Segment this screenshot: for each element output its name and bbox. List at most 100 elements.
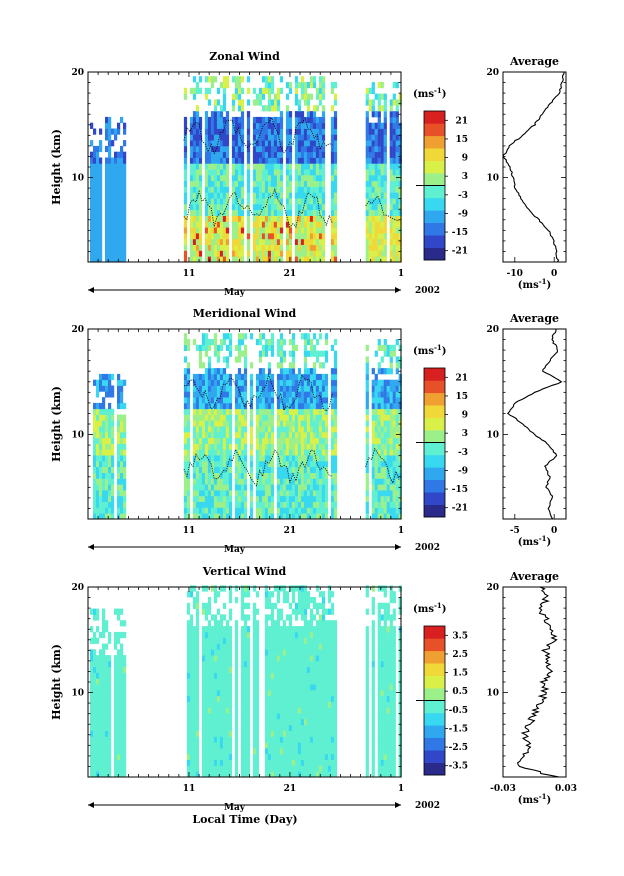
heatmap-cell bbox=[117, 490, 121, 497]
heatmap-cell bbox=[225, 180, 230, 187]
heatmap-cell bbox=[255, 397, 260, 404]
heatmap-cell bbox=[261, 169, 266, 176]
heatmap-cell bbox=[183, 93, 188, 100]
heatmap-cell bbox=[297, 233, 302, 240]
heatmap-cell bbox=[267, 122, 272, 129]
heatmap-cell bbox=[252, 163, 257, 170]
heatmap-cell bbox=[204, 490, 209, 497]
heatmap-cell bbox=[234, 626, 239, 633]
heatmap-cell bbox=[240, 513, 245, 520]
colorbar-tick-label: 9 bbox=[462, 411, 468, 421]
heatmap-cell bbox=[90, 192, 94, 199]
heatmap-cell bbox=[237, 93, 242, 100]
heatmap-cell bbox=[228, 513, 233, 520]
heatmap-cell bbox=[279, 128, 284, 135]
heatmap-cell bbox=[189, 730, 194, 737]
heatmap-cell bbox=[213, 501, 218, 508]
heatmap-cell bbox=[398, 449, 402, 456]
heatmap-cell bbox=[276, 339, 281, 346]
heatmap-cell bbox=[380, 169, 384, 176]
heatmap-cell bbox=[270, 373, 275, 381]
heatmap-cell bbox=[285, 128, 290, 135]
heatmap-cell bbox=[309, 507, 314, 514]
heatmap-cell bbox=[255, 437, 260, 444]
heatmap-cell bbox=[90, 649, 94, 656]
heatmap-cell bbox=[240, 742, 245, 749]
heatmap-cell bbox=[374, 203, 378, 211]
heatmap-cell bbox=[377, 99, 381, 106]
heatmap-cell bbox=[246, 713, 251, 720]
heatmap-cell bbox=[312, 198, 317, 205]
heatmap-cell bbox=[213, 666, 218, 673]
heatmap-cell bbox=[377, 233, 381, 240]
heatmap-cell bbox=[198, 402, 203, 410]
heatmap-cell bbox=[210, 713, 215, 720]
heatmap-cell bbox=[183, 244, 188, 251]
heatmap-cell bbox=[273, 672, 278, 679]
heatmap-cell bbox=[392, 426, 396, 433]
heatmap-cell bbox=[195, 455, 200, 462]
heatmap-cell bbox=[392, 227, 396, 234]
heatmap-cell bbox=[219, 385, 224, 392]
heatmap-cell bbox=[207, 695, 212, 702]
heatmap-cell bbox=[276, 105, 281, 112]
heatmap-cell bbox=[389, 99, 393, 106]
heatmap-cell bbox=[117, 730, 121, 737]
heatmap-cell bbox=[398, 472, 402, 479]
heatmap-cell bbox=[321, 402, 326, 410]
heatmap-cell bbox=[186, 631, 191, 639]
heatmap-cell bbox=[383, 198, 387, 205]
heatmap-cell bbox=[228, 333, 233, 340]
heatmap-cell bbox=[201, 507, 206, 514]
heatmap-cell bbox=[183, 426, 188, 433]
heatmap-cell bbox=[93, 379, 97, 386]
heatmap-cell bbox=[189, 209, 194, 216]
heatmap-cell bbox=[380, 157, 384, 164]
heatmap-cell bbox=[252, 695, 257, 702]
heatmap-cell bbox=[267, 385, 272, 392]
heatmap-cell bbox=[383, 99, 387, 106]
heatmap-cell bbox=[225, 122, 230, 129]
heatmap-cell bbox=[273, 256, 278, 263]
heatmap-cell bbox=[389, 116, 393, 124]
heatmap-cell bbox=[108, 151, 112, 158]
heatmap-cell bbox=[105, 186, 109, 193]
heatmap-cell bbox=[225, 701, 230, 708]
heatmap-cell bbox=[222, 82, 227, 89]
heatmap-cell bbox=[213, 724, 218, 731]
heatmap-cell bbox=[204, 76, 209, 83]
heatmap-cell bbox=[96, 713, 100, 720]
heatmap-cell bbox=[321, 478, 326, 485]
heatmap-cell bbox=[380, 180, 384, 187]
heatmap-cell bbox=[201, 585, 206, 592]
heatmap-cell bbox=[255, 730, 260, 737]
heatmap-cell bbox=[90, 701, 94, 708]
heatmap-cell bbox=[246, 655, 251, 662]
heatmap-cell bbox=[222, 718, 227, 726]
heatmap-cell bbox=[398, 443, 402, 450]
heatmap-cell bbox=[102, 513, 106, 520]
heatmap-cell bbox=[377, 414, 381, 421]
heatmap-cell bbox=[123, 163, 127, 170]
colorbar-tick-label: 3 bbox=[462, 429, 468, 439]
heatmap-cell bbox=[189, 174, 194, 182]
heatmap-cell bbox=[365, 362, 369, 369]
heatmap-cell bbox=[303, 507, 308, 514]
heatmap-cell bbox=[237, 198, 242, 205]
heatmap-cell bbox=[395, 449, 399, 456]
heatmap-cell bbox=[240, 684, 245, 691]
heatmap-cell bbox=[186, 724, 191, 731]
heatmap-cell bbox=[216, 391, 221, 398]
heatmap-cell bbox=[216, 256, 221, 263]
heatmap-cell bbox=[258, 227, 263, 234]
heatmap-cell bbox=[195, 379, 200, 386]
heatmap-cell bbox=[333, 472, 338, 479]
heatmap-cell bbox=[270, 151, 275, 158]
heatmap-cell bbox=[192, 111, 197, 118]
heatmap-cell bbox=[258, 408, 263, 415]
heatmap-cell bbox=[258, 507, 263, 514]
heatmap-cell bbox=[279, 408, 284, 415]
heatmap-cell bbox=[321, 163, 326, 170]
heatmap-cell bbox=[291, 460, 296, 468]
heatmap-cell bbox=[105, 122, 109, 129]
